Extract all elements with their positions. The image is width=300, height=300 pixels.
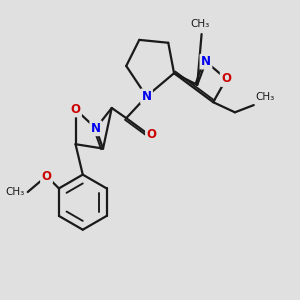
Text: O: O [41,169,52,183]
Text: CH₃: CH₃ [6,187,25,197]
Text: N: N [201,55,211,68]
Text: N: N [142,90,152,103]
Text: O: O [146,128,157,141]
Text: N: N [91,122,101,135]
Text: CH₃: CH₃ [255,92,274,102]
Text: O: O [221,73,231,85]
Text: O: O [70,103,80,116]
Text: CH₃: CH₃ [190,19,210,29]
